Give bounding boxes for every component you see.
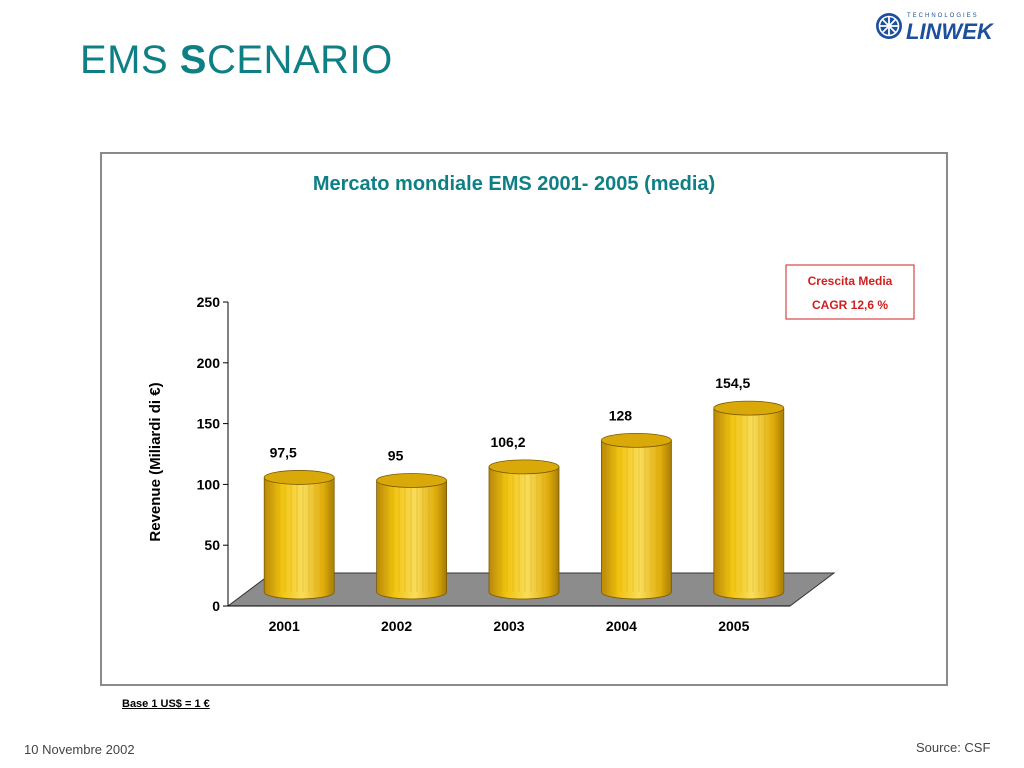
bar-2002 [376, 473, 448, 600]
y-axis-label: Revenue (Miliardi di €) [147, 382, 164, 541]
bar-top [376, 473, 448, 488]
y-tick-label: 50 [204, 537, 220, 553]
bar-ribs [489, 466, 559, 592]
bar-base [263, 591, 335, 600]
logo-tagline: TECHNOLOGIES [907, 13, 979, 19]
bar-2004 [600, 432, 672, 600]
source-footer: Source: CSF [916, 740, 991, 755]
bar-base [601, 591, 672, 600]
data-label: 97,5 [270, 444, 297, 460]
cagr-annotation: Crescita Media CAGR 12,6 % [785, 264, 915, 320]
chart-frame: Mercato mondiale EMS 2001- 2005 (media) … [100, 152, 948, 686]
x-tick-label: 2002 [381, 618, 412, 634]
bar-top [713, 400, 785, 416]
data-label: 106,2 [490, 434, 525, 450]
logo-emblem-icon [876, 13, 902, 39]
data-label: 154,5 [715, 375, 750, 391]
bar-ribs [376, 480, 447, 592]
slide-title: EMS SCENARIO [80, 38, 393, 83]
title-rest: CENARIO [206, 38, 393, 82]
bar-chart: Mercato mondiale EMS 2001- 2005 (media) … [147, 173, 915, 634]
y-tick-label: 100 [197, 476, 221, 492]
annotation-line-2: CAGR 12,6 % [812, 298, 888, 312]
date-footer: 10 Novembre 2002 [24, 742, 135, 757]
chart-title: Mercato mondiale EMS 2001- 2005 (media) [313, 173, 715, 195]
bar-2003 [488, 459, 560, 600]
y-tick-label: 0 [212, 598, 220, 614]
y-tick-label: 150 [197, 416, 221, 432]
bar-ribs [264, 477, 335, 592]
exchange-rate-footnote: Base 1 US$ = 1 € [122, 698, 210, 710]
bar-base [488, 591, 560, 600]
annotation-line-1: Crescita Media [808, 274, 893, 288]
bar-top [488, 459, 560, 475]
company-logo: TECHNOLOGIES LINWEK [876, 13, 995, 44]
title-big-letter: S [179, 38, 207, 82]
bar-base [376, 591, 447, 600]
x-tick-label: 2003 [493, 618, 524, 634]
bar-top [601, 432, 672, 448]
bar-base [713, 591, 785, 600]
data-label: 128 [609, 407, 633, 423]
logo-name: LINWEK [906, 19, 995, 44]
x-tick-label: 2005 [718, 618, 749, 634]
title-prefix: EMS [80, 38, 180, 82]
bar-2005 [713, 400, 785, 600]
y-tick-label: 200 [197, 355, 221, 371]
x-tick-label: 2001 [269, 618, 300, 634]
x-tick-label: 2004 [606, 618, 637, 634]
data-label: 95 [388, 447, 404, 463]
bar-2001 [263, 470, 335, 600]
bar-ribs [601, 440, 672, 592]
bar-ribs [713, 408, 784, 592]
bar-top [263, 470, 335, 485]
y-tick-label: 250 [197, 294, 221, 310]
